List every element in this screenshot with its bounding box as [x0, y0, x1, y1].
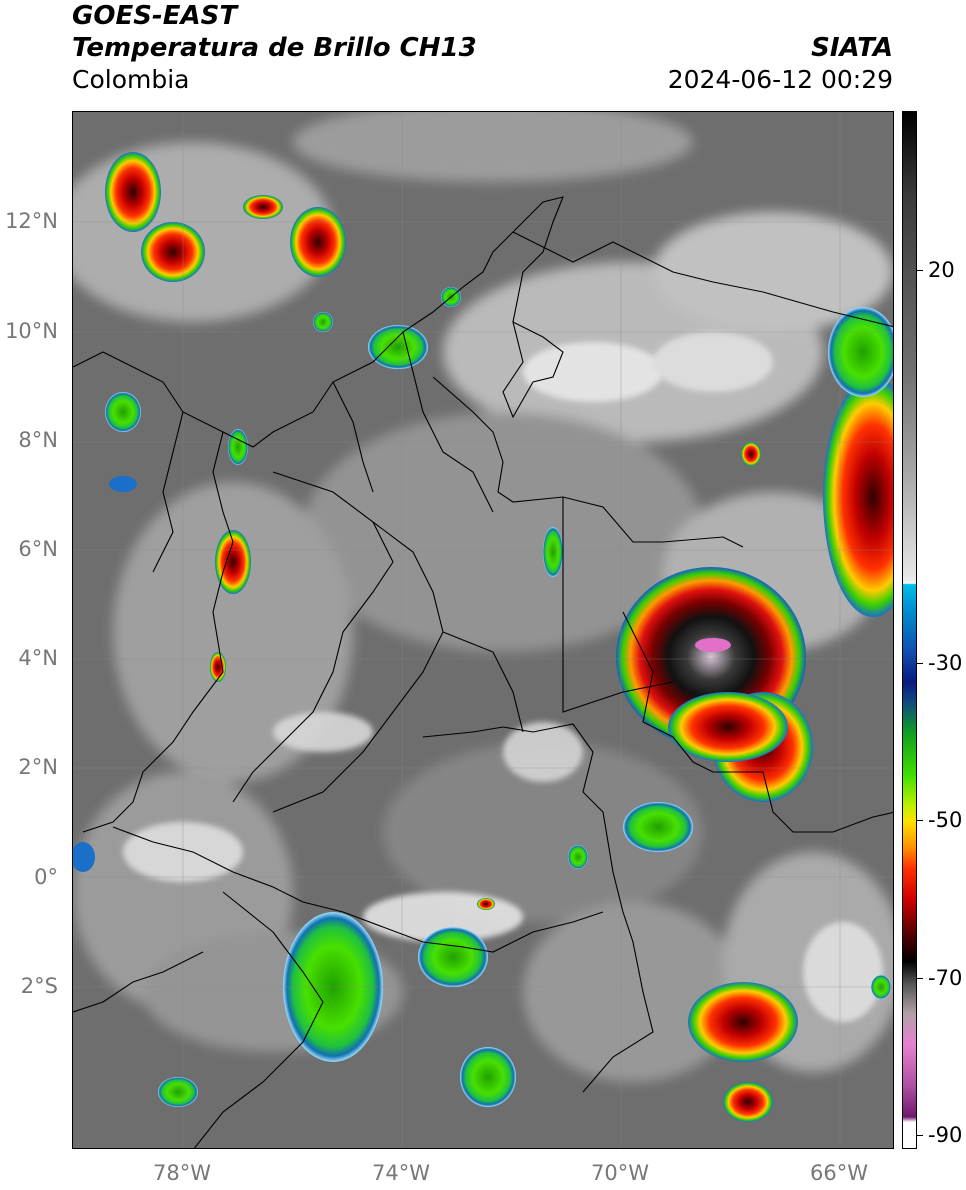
product-title: Temperatura de Brillo CH13 [72, 33, 477, 63]
lon-label-66w: 66°W [810, 1161, 868, 1185]
lat-label-6n: 6°N [18, 537, 58, 561]
colorbar-label-m50: -50 [928, 808, 963, 832]
country-borders [73, 196, 893, 1148]
colorbar-tick-m70 [917, 978, 923, 979]
colorbar-tick-m50 [917, 820, 923, 821]
colorbar-label-m70: -70 [928, 966, 963, 990]
colorbar-label-m30: -30 [928, 651, 963, 675]
colorbar-tick-m90 [917, 1135, 923, 1136]
satellite-map[interactable] [72, 111, 894, 1149]
lat-label-2s: 2°S [20, 974, 58, 998]
region-label: Colombia [72, 65, 190, 94]
lat-label-10n: 10°N [5, 319, 58, 343]
lat-label-4n: 4°N [18, 646, 58, 670]
colorbar-label-20: 20 [928, 258, 955, 282]
brand-label: SIATA [811, 33, 893, 63]
lat-label-8n: 8°N [18, 428, 58, 452]
lon-label-78w: 78°W [153, 1161, 211, 1185]
lon-label-74w: 74°W [372, 1161, 430, 1185]
lat-label-2n: 2°N [18, 755, 58, 779]
colorbar-tick-m30 [917, 663, 923, 664]
graticule [73, 112, 893, 1148]
colorbar-label-m90: -90 [928, 1123, 963, 1147]
storm-cells [73, 152, 893, 1122]
lat-label-12n: 12°N [5, 209, 58, 233]
satellite-title: GOES-EAST [72, 1, 238, 31]
lat-label-0: 0° [34, 865, 58, 889]
colorbar-tick-20 [917, 270, 923, 271]
map-canvas [73, 112, 893, 1148]
colorbar [902, 111, 917, 1149]
title-block: GOES-EAST Temperatura de Brillo CH13 Col… [72, 0, 477, 96]
right-header: SIATA 2024-06-12 00:29 [668, 0, 893, 96]
lon-label-70w: 70°W [591, 1161, 649, 1185]
datetime-label: 2024-06-12 00:29 [667, 65, 893, 94]
